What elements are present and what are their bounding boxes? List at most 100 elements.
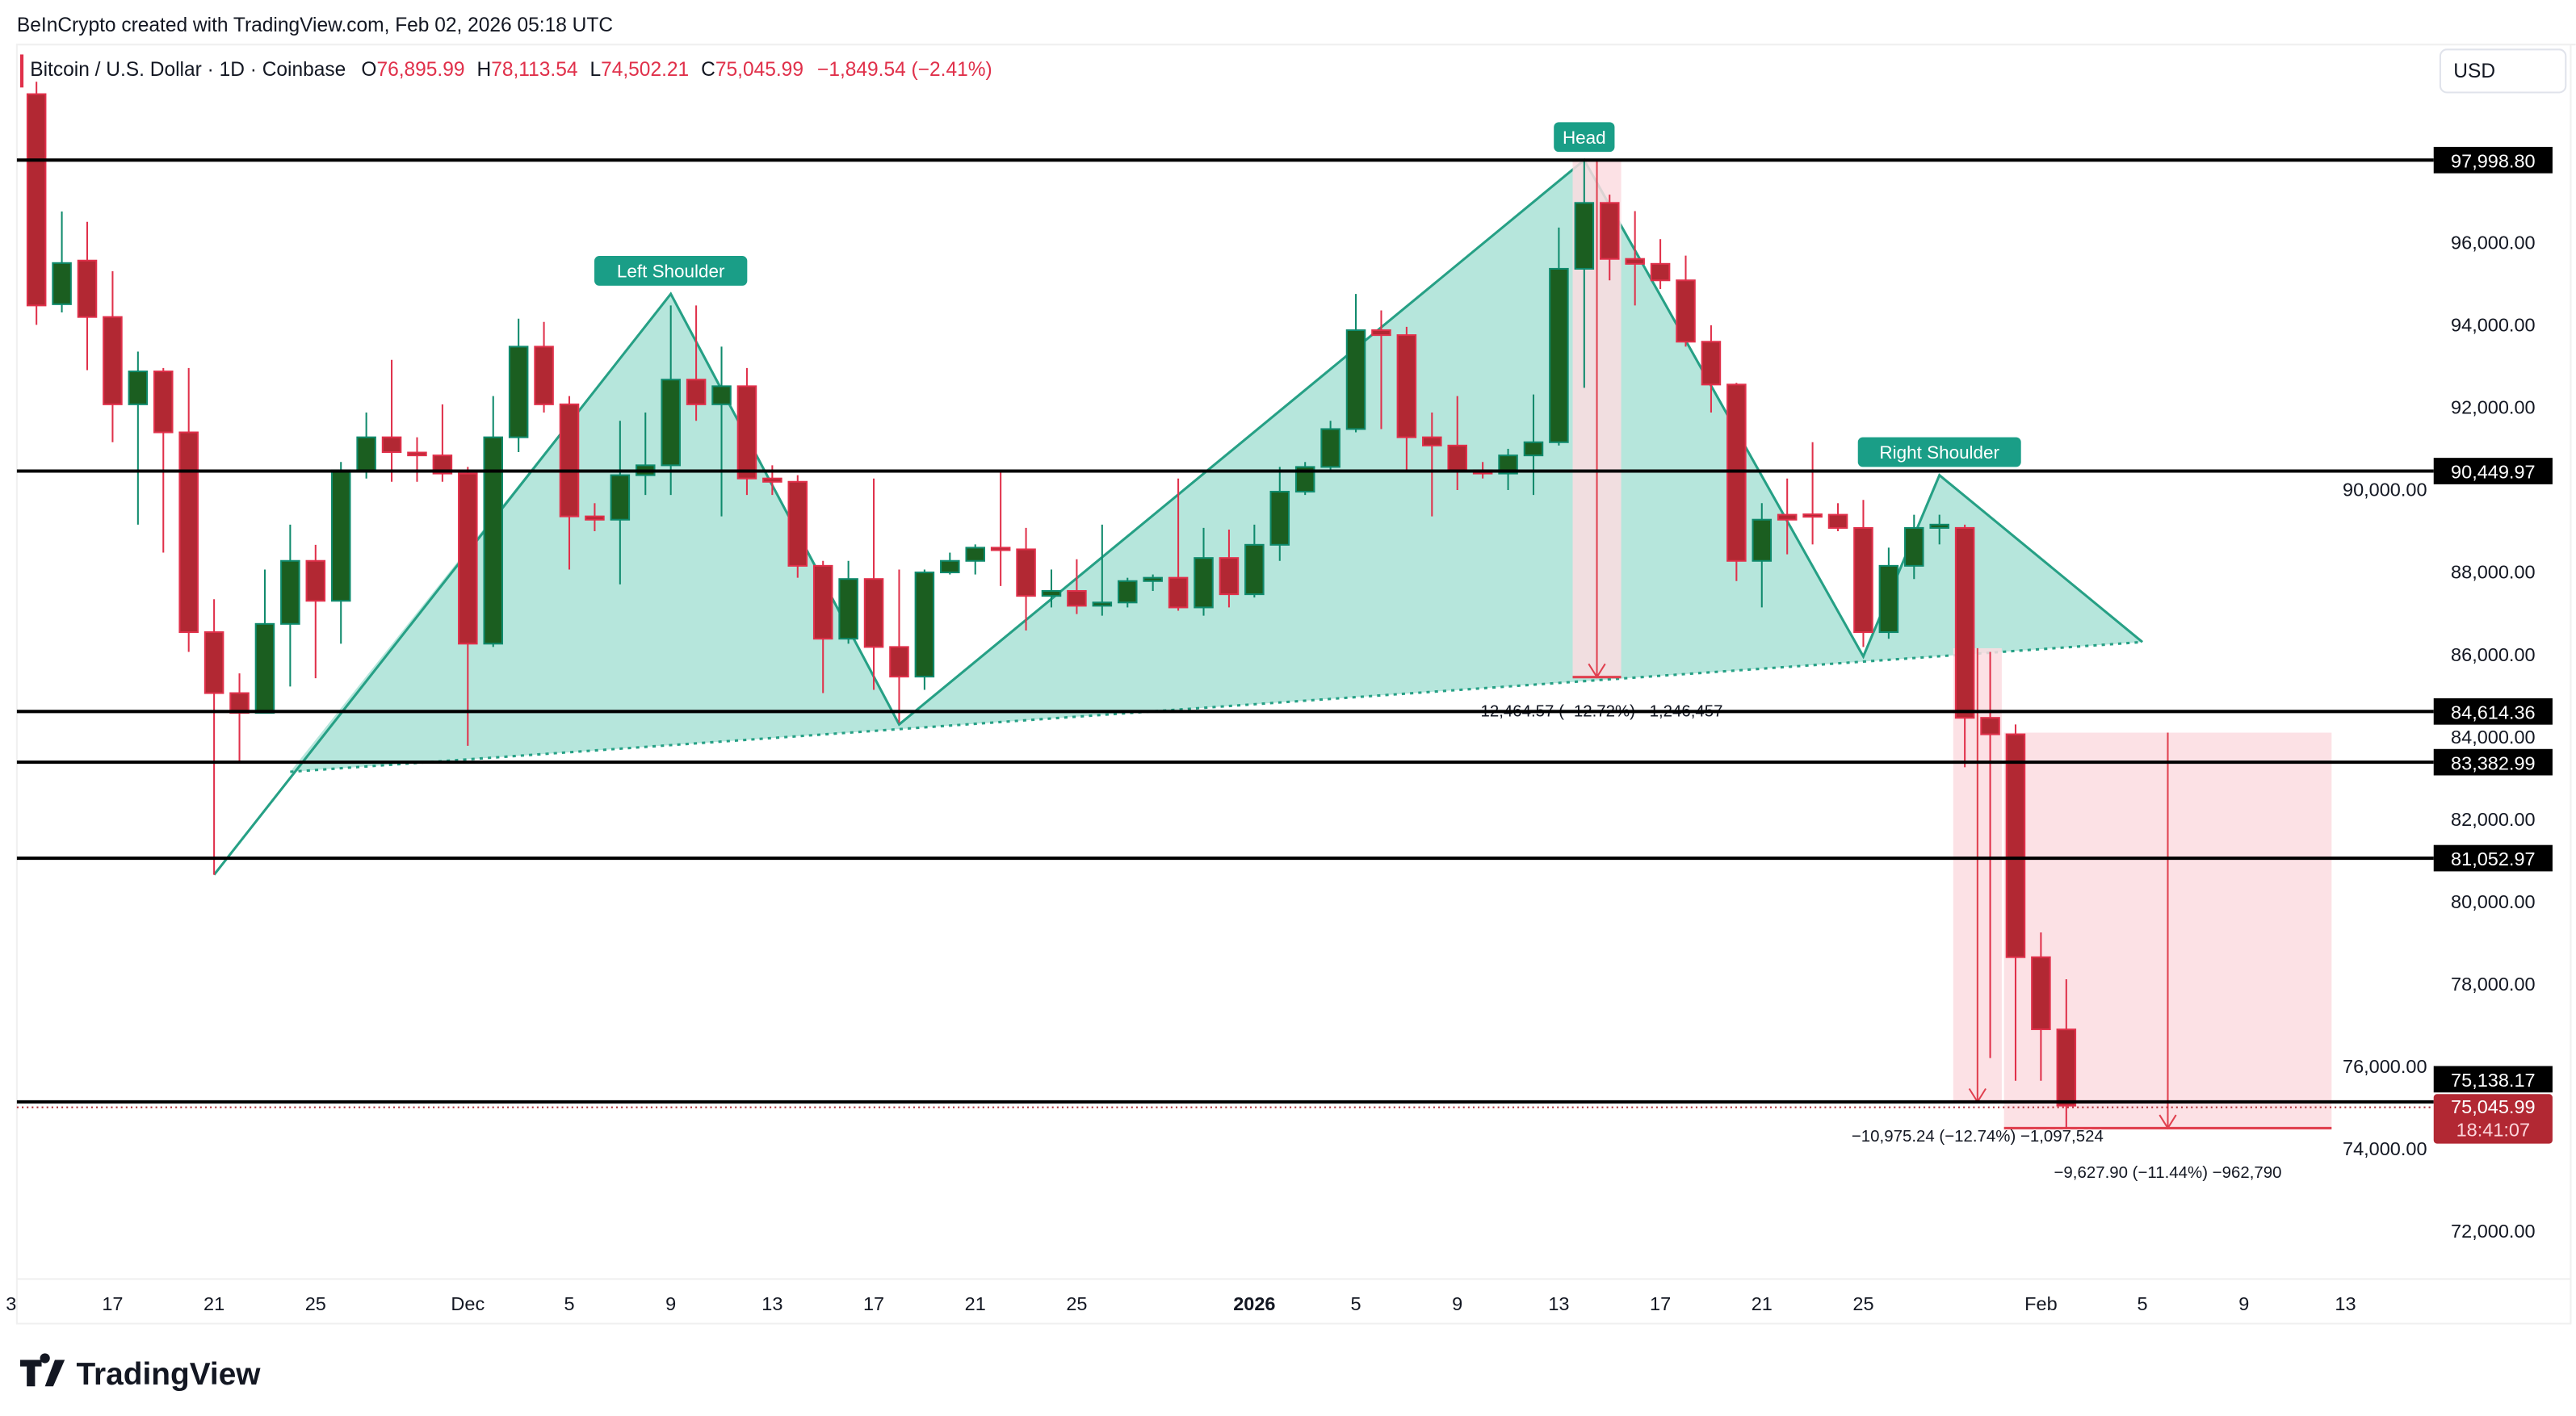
candle[interactable] <box>889 569 909 723</box>
candle[interactable] <box>1980 651 2000 1058</box>
candle[interactable] <box>1294 462 1315 496</box>
candle[interactable] <box>508 318 529 453</box>
candle[interactable] <box>1041 569 1062 608</box>
candle[interactable] <box>1574 160 1595 388</box>
candle[interactable] <box>280 524 300 687</box>
candle[interactable] <box>1954 524 1975 768</box>
candle-body <box>432 455 453 475</box>
candle[interactable] <box>1016 527 1036 630</box>
candle[interactable] <box>1726 383 1747 581</box>
candle[interactable] <box>305 544 326 679</box>
candle-body <box>254 622 275 714</box>
candle[interactable] <box>585 503 605 532</box>
candle[interactable] <box>965 544 985 575</box>
candle[interactable] <box>812 560 833 693</box>
candle[interactable] <box>787 475 808 578</box>
candle[interactable] <box>1117 577 1138 608</box>
currency-button[interactable]: USD <box>2439 48 2567 94</box>
candle[interactable] <box>1498 448 1518 490</box>
candle[interactable] <box>1320 421 1340 471</box>
candle[interactable] <box>1853 500 1873 647</box>
candle[interactable] <box>1219 529 1240 608</box>
candle[interactable] <box>1625 211 1645 306</box>
tradingview-logo[interactable]: TradingView <box>19 1353 261 1392</box>
candle[interactable] <box>1244 524 1265 598</box>
candle[interactable] <box>128 351 149 525</box>
candle[interactable] <box>1523 394 1544 496</box>
candle[interactable] <box>178 367 199 652</box>
candle[interactable] <box>1904 514 1924 580</box>
candle[interactable] <box>254 569 275 714</box>
candle[interactable] <box>1650 239 1671 289</box>
level-price-badge <box>2433 844 2553 872</box>
candle[interactable] <box>914 569 935 690</box>
candle[interactable] <box>1929 514 1949 545</box>
candle[interactable] <box>203 599 224 875</box>
candle-body <box>381 436 402 454</box>
candle[interactable] <box>1878 547 1899 639</box>
measure-label: −10,975.24 (−12.74%) −1,097,524 <box>1852 1127 2104 1146</box>
candle[interactable] <box>736 367 757 496</box>
candle[interactable] <box>330 462 351 644</box>
candle-body <box>1599 202 1620 260</box>
candle[interactable] <box>661 305 681 496</box>
candle[interactable] <box>711 346 732 517</box>
candle[interactable] <box>1067 559 1087 614</box>
y-tick-label: 92,000.00 <box>2451 397 2536 418</box>
candle[interactable] <box>1396 326 1417 471</box>
candle[interactable] <box>1701 325 1722 413</box>
candle[interactable] <box>1092 524 1113 616</box>
candle-body <box>1853 526 1873 634</box>
pattern-label[interactable]: Right Shoulder <box>1857 437 2021 467</box>
candle[interactable] <box>26 82 47 325</box>
candle-body <box>330 469 351 602</box>
candle[interactable] <box>2005 724 2026 1081</box>
candle[interactable] <box>1549 227 1569 446</box>
candle[interactable] <box>153 367 174 553</box>
candle[interactable] <box>686 305 707 421</box>
candle[interactable] <box>381 359 402 482</box>
pattern-label[interactable]: Left Shoulder <box>594 256 748 286</box>
last-price-badge <box>2433 1094 2553 1144</box>
candle[interactable] <box>990 470 1011 586</box>
candle[interactable] <box>1422 413 1442 517</box>
candle[interactable] <box>1345 294 1366 433</box>
candle[interactable] <box>863 478 884 690</box>
candle[interactable] <box>1143 574 1163 592</box>
candle[interactable] <box>2031 932 2051 1081</box>
pattern-label[interactable]: Head <box>1554 122 1615 153</box>
candle[interactable] <box>940 552 960 575</box>
y-tick-label: 82,000.00 <box>2451 809 2536 830</box>
candle[interactable] <box>483 396 504 647</box>
candle[interactable] <box>1599 195 1620 281</box>
candle[interactable] <box>458 467 478 746</box>
candle[interactable] <box>229 673 250 763</box>
candle[interactable] <box>1777 478 1798 555</box>
candle[interactable] <box>432 404 453 482</box>
candle[interactable] <box>1827 503 1848 532</box>
candle-body <box>1802 513 1823 518</box>
candle[interactable] <box>1269 467 1290 561</box>
candle[interactable] <box>1371 310 1391 429</box>
candle[interactable] <box>610 421 631 584</box>
candle[interactable] <box>1447 396 1467 490</box>
x-tick-label: 9 <box>2238 1293 2249 1314</box>
candle-body <box>1016 548 1036 597</box>
candle[interactable] <box>559 396 580 570</box>
candle[interactable] <box>1194 527 1214 616</box>
candle[interactable] <box>356 413 376 479</box>
candle[interactable] <box>838 560 858 644</box>
x-tick-label: 21 <box>203 1293 224 1314</box>
candle[interactable] <box>407 437 427 482</box>
candle[interactable] <box>1168 478 1189 611</box>
candle[interactable] <box>77 221 98 371</box>
symbol-name[interactable]: Bitcoin / U.S. Dollar · 1D · Coinbase <box>30 59 346 81</box>
candle[interactable] <box>534 321 554 413</box>
candle[interactable] <box>1802 442 1823 545</box>
candle[interactable] <box>1752 503 1773 608</box>
candle[interactable] <box>1676 255 1696 347</box>
candle-body <box>1422 436 1442 446</box>
candle[interactable] <box>52 212 72 313</box>
candle[interactable] <box>103 271 123 442</box>
